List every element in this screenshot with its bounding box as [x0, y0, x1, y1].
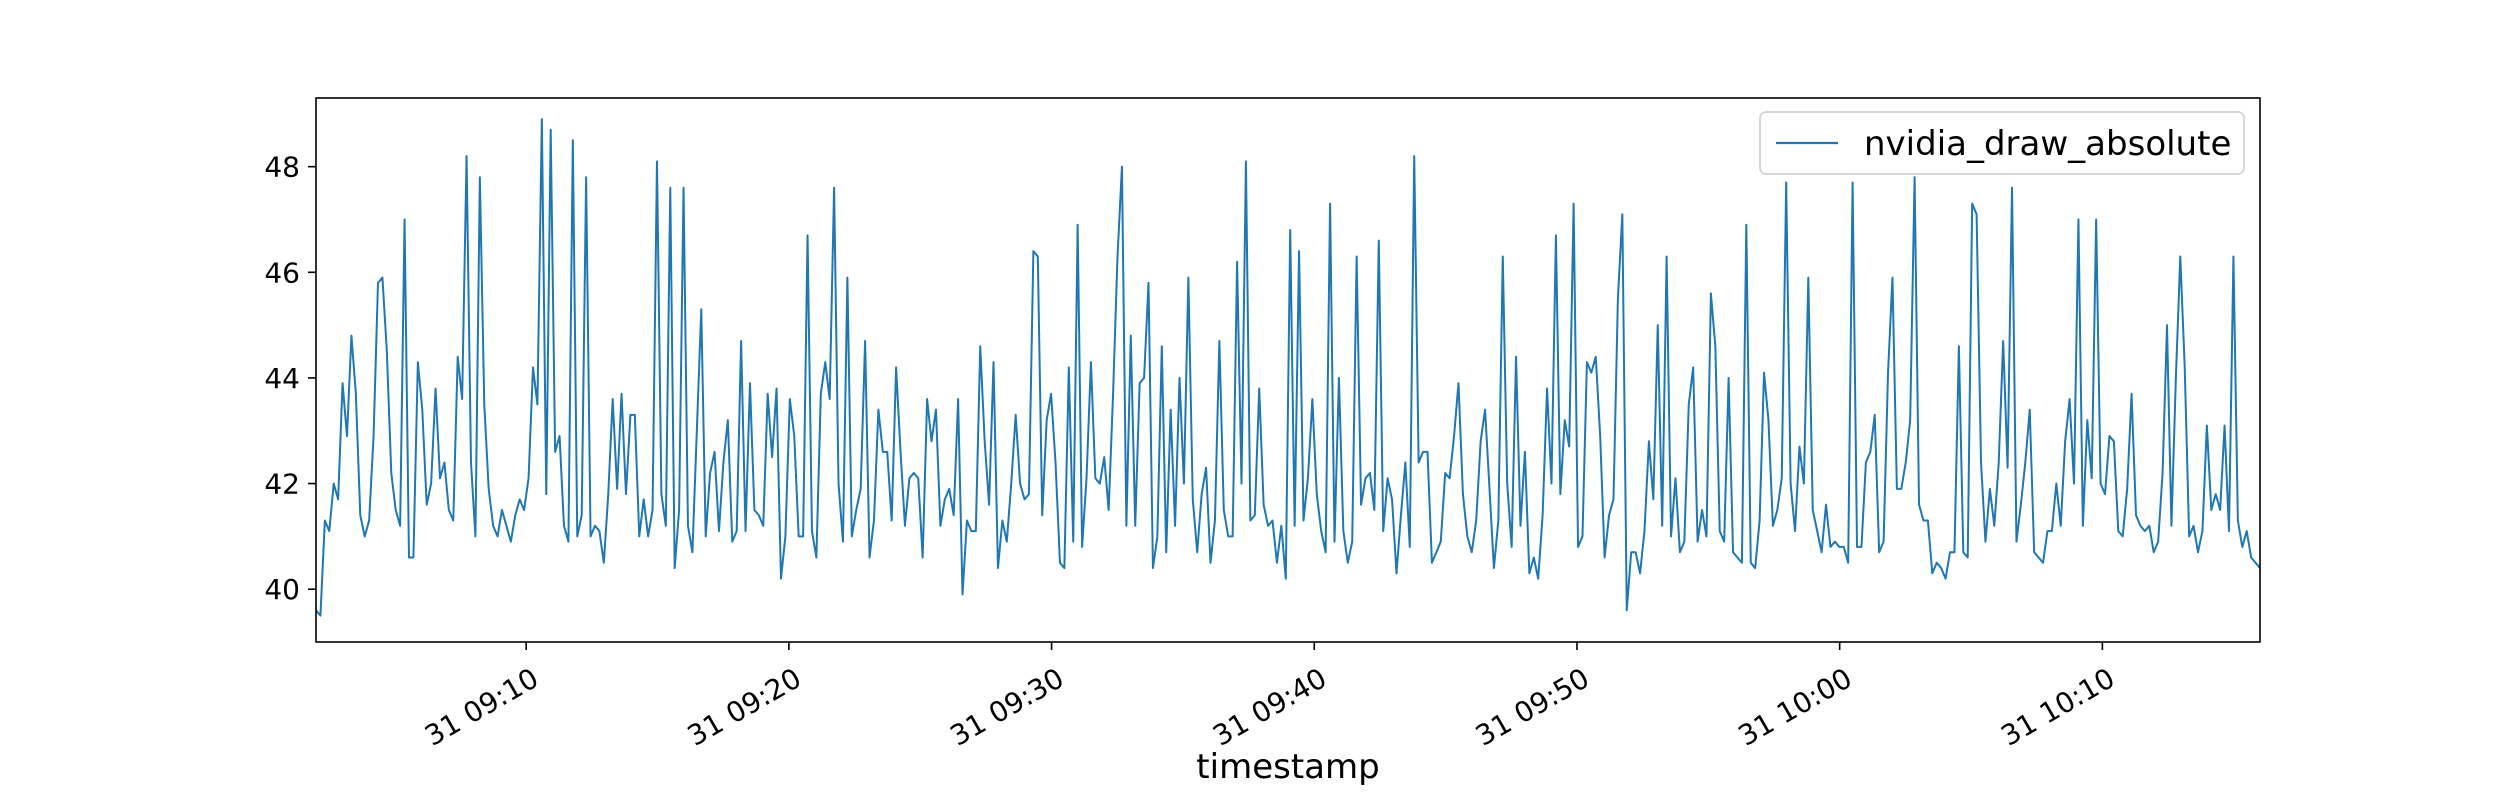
y-tick-label: 42: [264, 468, 300, 501]
x-axis-ticks: 31 09:10 31 09:20 31 09:30 31 09:40 31 09:50…: [419, 642, 2120, 753]
x-tick-label: 31 09:10: [419, 661, 544, 752]
y-tick-label: 48: [264, 151, 300, 184]
x-tick-label: 31 10:00: [1733, 661, 1858, 752]
x-tick-label: 31 09:50: [1470, 661, 1595, 752]
x-tick-label: 31 09:40: [1207, 661, 1332, 752]
y-tick-label: 44: [264, 362, 300, 395]
x-tick-label: 31 10:10: [1995, 661, 2120, 752]
x-tick-label: 31 09:20: [682, 661, 807, 752]
x-tick-label: 31 09:30: [945, 661, 1070, 752]
x-axis-title: timestamp: [1196, 747, 1379, 787]
series-layer: [315, 118, 2261, 617]
y-axis-ticks: 40 42 44 46 48: [264, 151, 316, 606]
y-tick-label: 46: [264, 256, 300, 289]
series-line-nvidia_draw_absolute: [315, 118, 2261, 617]
legend-box: [1759, 111, 2245, 175]
legend: nvidia_draw_absolute: [1759, 111, 2245, 175]
legend-label: nvidia_draw_absolute: [1864, 124, 2231, 164]
plot-frame: [315, 97, 2261, 643]
y-tick-label: 40: [264, 573, 300, 606]
